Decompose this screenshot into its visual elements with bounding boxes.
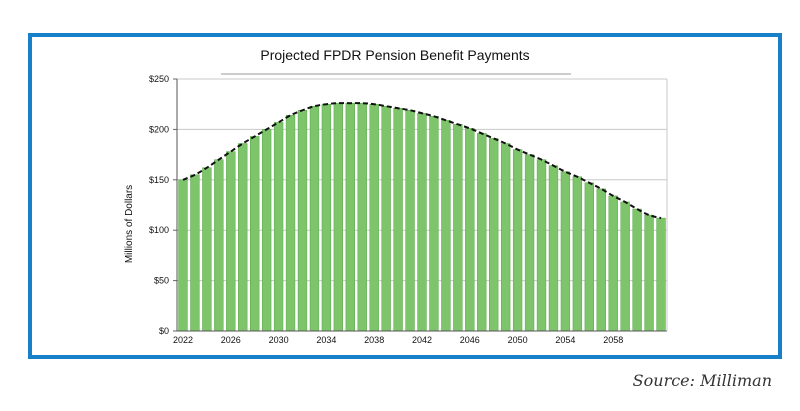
y-axis-label: Millions of Dollars [124,185,135,263]
bar-2038 [369,103,379,332]
x-tick-label: 2050 [508,335,528,345]
bar-2039 [381,105,391,332]
y-tick-label: $200 [149,124,169,134]
bar-2051 [524,154,535,332]
x-tick-label: 2022 [173,335,193,345]
x-tick-label: 2046 [460,335,480,345]
bar-2028 [250,136,260,332]
bar-2027 [238,143,248,332]
bar-2031 [285,115,296,332]
x-tick-label: 2054 [555,335,575,345]
bar-2030 [273,122,284,332]
bar-2037 [357,102,367,332]
bar-2034 [321,103,332,332]
bar-2026 [226,151,236,332]
x-tick-label: 2042 [412,335,432,345]
bar-2043 [429,116,439,332]
bar-2048 [489,138,499,332]
bar-2054 [560,171,571,332]
bar-2061 [644,214,654,332]
y-tick-label: $0 [159,326,169,336]
y-tick-label: $100 [149,225,169,235]
y-tick-labels: $0 $50 $100 $150 $200 $250 [149,74,169,336]
bar-layer [178,102,666,332]
x-tick-labels: 2022 2026 2030 2034 2038 2042 2046 2050 2054 2058 [173,335,623,345]
x-tick-label: 2030 [269,335,289,345]
bar-2040 [393,107,403,332]
bar-2060 [632,208,642,332]
bar-2033 [309,105,320,332]
bar-2025 [214,159,224,332]
x-tick-label: 2058 [603,335,623,345]
bar-2059 [620,201,630,332]
bar-2029 [261,129,272,332]
bar-2045 [453,124,463,332]
x-tick-label: 2038 [364,335,384,345]
bar-2042 [417,113,427,332]
x-tick-label: 2026 [221,335,241,345]
chart-frame: Projected FPDR Pension Benefit Payments … [28,33,782,359]
chart-title: Projected FPDR Pension Benefit Payments [260,47,529,63]
trend-line [182,102,662,220]
bar-2055 [572,176,583,332]
bar-2044 [441,120,451,332]
bar-2035 [333,102,344,332]
bar-2022 [178,179,188,332]
bar-2052 [536,159,547,332]
y-tick-label: $50 [154,276,169,286]
bar-2049 [500,143,511,332]
bar-2057 [596,188,606,332]
bar-2050 [512,149,523,332]
bar-2032 [297,109,308,332]
bar-2041 [405,109,415,332]
bar-2023 [190,174,200,332]
source-caption: Source: Milliman [632,371,772,390]
bar-2056 [584,182,594,332]
bar-2053 [548,165,559,332]
axis-layer [176,79,668,332]
bar-2062 [656,217,666,332]
bar-2024 [202,167,212,332]
y-tick-label: $250 [149,74,169,84]
y-tick-label: $150 [149,175,169,185]
bar-2047 [477,133,487,332]
bar-2058 [608,195,618,332]
x-tick-label: 2034 [316,335,336,345]
bar-2036 [345,102,355,332]
chart-canvas: Projected FPDR Pension Benefit Payments … [124,47,668,345]
bar-2046 [465,128,475,332]
